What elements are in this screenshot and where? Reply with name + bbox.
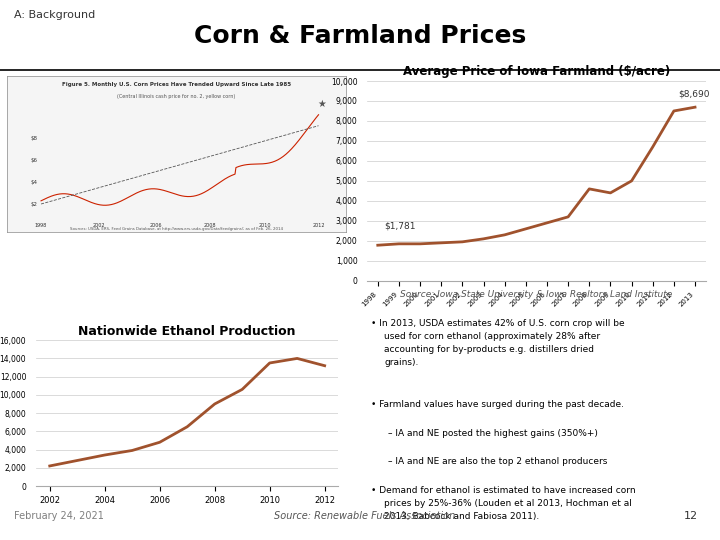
Text: 2010: 2010 bbox=[258, 222, 271, 227]
Text: 2008: 2008 bbox=[204, 222, 217, 227]
Text: • Farmland values have surged during the past decade.: • Farmland values have surged during the… bbox=[371, 400, 624, 409]
Text: Source: Iowa State University & Iowa Realtors Land Institute: Source: Iowa State University & Iowa Rea… bbox=[400, 290, 672, 299]
Title: Nationwide Ethanol Production: Nationwide Ethanol Production bbox=[78, 325, 296, 338]
Text: Figure 5. Monthly U.S. Corn Prices Have Trended Upward Since Late 1985: Figure 5. Monthly U.S. Corn Prices Have … bbox=[62, 82, 291, 87]
Text: – IA and NE are also the top 2 ethanol producers: – IA and NE are also the top 2 ethanol p… bbox=[387, 457, 607, 466]
Text: Source: Renewable Fuels Association: Source: Renewable Fuels Association bbox=[274, 511, 455, 521]
Text: accounting for by-products e.g. distillers dried: accounting for by-products e.g. distille… bbox=[384, 345, 594, 354]
Title: Average Price of Iowa Farmland ($/acre): Average Price of Iowa Farmland ($/acre) bbox=[402, 65, 670, 78]
Text: 2006: 2006 bbox=[150, 222, 162, 227]
Text: 2013, Babcock and Fabiosa 2011).: 2013, Babcock and Fabiosa 2011). bbox=[384, 512, 539, 521]
Text: February 24, 2021: February 24, 2021 bbox=[14, 511, 104, 521]
Text: – IA and NE posted the highest gains (350%+): – IA and NE posted the highest gains (35… bbox=[387, 429, 598, 437]
Text: 2002: 2002 bbox=[92, 222, 105, 227]
Text: grains).: grains). bbox=[384, 359, 418, 367]
Text: • In 2013, USDA estimates 42% of U.S. corn crop will be: • In 2013, USDA estimates 42% of U.S. co… bbox=[371, 319, 624, 328]
Text: (Central Illinois cash price for no. 2, yellow corn): (Central Illinois cash price for no. 2, … bbox=[117, 94, 235, 99]
Text: 2012: 2012 bbox=[312, 222, 325, 227]
Text: • Demand for ethanol is estimated to have increased corn: • Demand for ethanol is estimated to hav… bbox=[371, 486, 635, 495]
Text: $8: $8 bbox=[31, 136, 37, 141]
Text: $1,781: $1,781 bbox=[384, 222, 415, 231]
Text: $8,690: $8,690 bbox=[678, 90, 710, 99]
Text: $6: $6 bbox=[31, 158, 37, 163]
Text: Corn & Farmland Prices: Corn & Farmland Prices bbox=[194, 24, 526, 48]
Text: $2: $2 bbox=[31, 201, 37, 206]
Text: used for corn ethanol (approximately 28% after: used for corn ethanol (approximately 28%… bbox=[384, 332, 600, 341]
Text: $4: $4 bbox=[31, 180, 37, 185]
Text: ★: ★ bbox=[318, 99, 326, 109]
Text: Sources: USDA, ERS, Feed Grains Database, at http://www.ers.usda.gov/Data/feedgr: Sources: USDA, ERS, Feed Grains Database… bbox=[70, 227, 283, 231]
Text: 1998: 1998 bbox=[35, 222, 48, 227]
Text: A: Background: A: Background bbox=[14, 10, 96, 20]
Text: prices by 25%-36% (Louden et al 2013, Hochman et al: prices by 25%-36% (Louden et al 2013, Ho… bbox=[384, 499, 632, 508]
Text: 12: 12 bbox=[684, 511, 698, 521]
